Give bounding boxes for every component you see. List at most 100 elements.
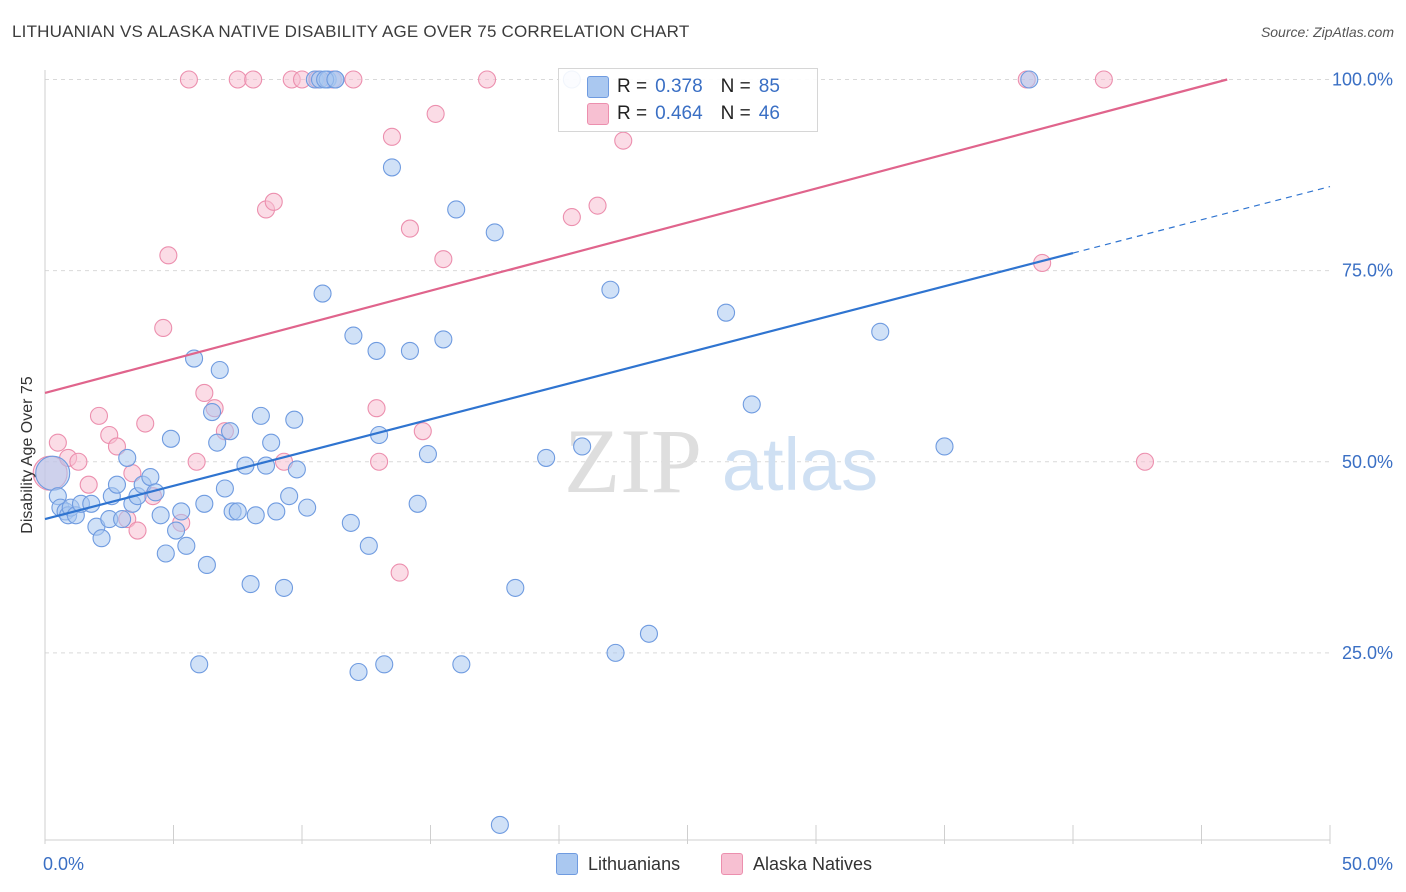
lithuanian-point	[367, 341, 386, 360]
legend-r-label: R =	[617, 103, 648, 124]
lithuanian-point	[151, 506, 170, 525]
lithuanian-point	[215, 479, 234, 498]
alaska-native-point	[264, 192, 283, 211]
legend-row-alaska-natives: R = 0.464 N = 46	[587, 102, 780, 126]
chart-title: LITHUANIAN VS ALASKA NATIVE DISABILITY A…	[12, 22, 690, 41]
lithuanian-point	[113, 510, 132, 529]
lithuanian-trendline	[44, 251, 1074, 521]
y-tick-label: 50.0%	[1342, 452, 1393, 472]
lithuanian-point	[400, 341, 419, 360]
alaska-native-point	[413, 422, 432, 441]
lithuanian-point	[447, 200, 466, 219]
lithuanian-point	[601, 280, 620, 299]
legend-row-lithuanians: R = 0.378 N = 85	[587, 75, 780, 99]
lithuanian-point	[313, 284, 332, 303]
watermark-atlas: atlas	[722, 423, 878, 506]
bottom-legend-lithuanians: Lithuanians	[556, 853, 680, 875]
lithuanian-point	[35, 455, 71, 491]
alaska-native-trendline	[44, 78, 1228, 395]
alaska-native-point	[159, 246, 178, 265]
alaska-native-point	[1135, 452, 1155, 471]
alaska-native-point	[179, 70, 198, 89]
lithuanian-point	[246, 506, 265, 525]
lithuanian-point	[197, 555, 216, 575]
lithuanian-point	[177, 536, 196, 555]
lithuanian-point	[382, 158, 402, 177]
lithuanian-point	[639, 624, 659, 643]
alaska-native-point	[244, 70, 263, 89]
lithuanian-point	[452, 655, 471, 674]
lithuanian-point	[490, 815, 509, 834]
legend-n-label: N =	[720, 103, 751, 124]
lithuanian-point	[262, 433, 281, 452]
alaska-native-point	[89, 406, 109, 425]
lithuanian-point	[742, 395, 761, 414]
lithuanians-swatch	[556, 853, 578, 875]
alaska-native-point	[382, 127, 402, 146]
lithuanian-point	[274, 578, 294, 597]
lithuanian-point	[156, 544, 175, 563]
alaska-native-point	[228, 70, 247, 89]
alaska-native-point	[107, 437, 127, 456]
y-tick-label: 100.0%	[1332, 70, 1393, 90]
lithuanian-point	[208, 433, 227, 452]
x-tick-label: 50.0%	[1342, 854, 1393, 874]
lithuanian-point	[506, 578, 525, 597]
legend-n-value: 85	[758, 76, 780, 97]
legend-r-value: 0.464	[655, 103, 703, 124]
legend-r-value: 0.378	[655, 76, 703, 97]
lithuanian-point	[210, 360, 229, 380]
lithuanian-point	[141, 467, 160, 487]
bottom-legend-alaska-natives: Alaska Natives	[721, 853, 872, 875]
lithuanian-point	[267, 502, 286, 521]
lithuanian-point	[220, 422, 240, 441]
legend-n-value: 46	[758, 103, 780, 124]
lithuanian-point	[434, 330, 453, 349]
lithuanian-point	[287, 460, 306, 479]
legend-n-label: N =	[720, 76, 751, 97]
lithuanian-point	[251, 406, 270, 425]
lithuanian-point	[375, 655, 394, 674]
lithuanians-label: Lithuanians	[588, 853, 681, 874]
lithuanian-point	[573, 437, 592, 456]
alaska-native-point	[614, 131, 633, 150]
lithuanian-point	[871, 322, 890, 341]
lithuanian-point	[606, 643, 625, 662]
legend-swatch-blue	[587, 76, 609, 98]
y-tick-label: 25.0%	[1342, 643, 1393, 663]
alaska-native-point	[426, 104, 445, 123]
lithuanian-point	[418, 445, 437, 464]
legend-swatch-pink	[587, 103, 609, 125]
lithuanian-point	[195, 494, 214, 513]
alaska-native-point	[344, 70, 363, 89]
alaska-native-point	[1094, 70, 1113, 89]
source-label: Source: ZipAtlas.com	[1260, 24, 1394, 40]
lithuanian-point	[107, 475, 127, 494]
alaska-native-point	[195, 383, 214, 402]
lithuanian-point	[408, 494, 427, 513]
correlation-legend: R = 0.378 N = 85 R = 0.464 N = 46	[558, 68, 818, 132]
alaska-native-point	[588, 196, 607, 215]
lithuanian-point	[326, 70, 345, 89]
alaska-native-point	[136, 414, 155, 433]
lithuanian-point	[1020, 70, 1039, 89]
lithuanian-point	[118, 448, 137, 467]
lithuanian-point	[935, 437, 954, 456]
lithuanian-point	[92, 529, 111, 548]
legend-r-label: R =	[617, 76, 648, 97]
lithuanian-point	[161, 429, 180, 448]
alaska-native-point	[128, 521, 147, 540]
alaska-native-point	[367, 399, 386, 418]
lithuanian-point	[359, 536, 378, 555]
lithuanian-point	[167, 521, 186, 540]
lithuanian-point	[344, 326, 363, 345]
alaska-native-point	[400, 219, 419, 238]
alaska-native-point	[69, 452, 88, 471]
lithuanian-point	[537, 448, 556, 467]
lithuanian-point	[341, 513, 360, 532]
alaska-native-point	[370, 452, 389, 471]
y-axis-label: Disability Age Over 75	[19, 376, 36, 534]
alaska-natives-swatch	[721, 853, 743, 875]
watermark-zip: ZIP	[564, 410, 702, 512]
